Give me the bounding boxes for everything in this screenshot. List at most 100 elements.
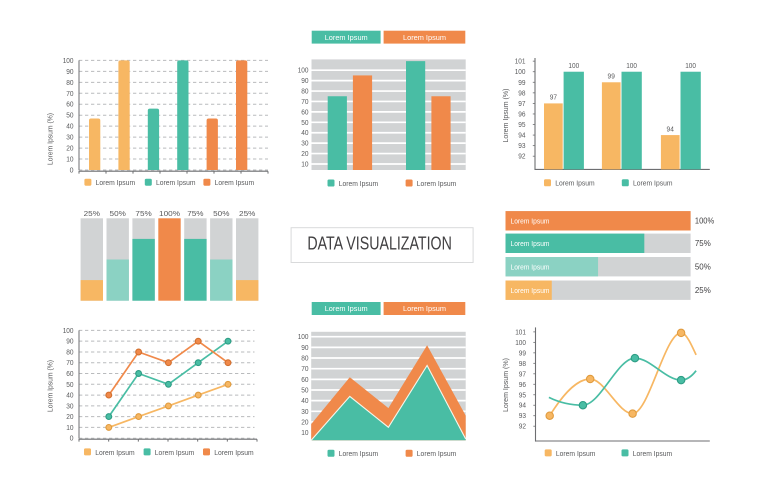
svg-text:Lorem Ipsum: Lorem Ipsum	[96, 178, 136, 187]
svg-text:50%: 50%	[695, 263, 711, 272]
svg-text:93: 93	[519, 413, 526, 420]
svg-text:96: 96	[519, 382, 526, 389]
svg-text:94: 94	[518, 133, 525, 140]
svg-text:50%: 50%	[110, 209, 127, 218]
svg-text:60: 60	[301, 109, 308, 116]
svg-text:75%: 75%	[187, 209, 204, 218]
svg-text:100: 100	[515, 69, 526, 76]
svg-text:94: 94	[519, 403, 526, 410]
svg-text:60: 60	[66, 102, 73, 109]
svg-text:10: 10	[66, 157, 73, 164]
svg-text:100: 100	[63, 58, 74, 65]
svg-text:80: 80	[66, 80, 73, 87]
svg-text:100: 100	[685, 63, 696, 70]
svg-text:95: 95	[519, 392, 526, 399]
svg-text:40: 40	[66, 124, 73, 131]
svg-text:Lorem Ipsum: Lorem Ipsum	[339, 449, 379, 458]
svg-text:Lorem Ipsum: Lorem Ipsum	[555, 179, 595, 188]
svg-text:90: 90	[301, 345, 308, 352]
svg-text:30: 30	[301, 141, 308, 148]
svg-text:Lorem Ipsum: Lorem Ipsum	[511, 262, 550, 271]
svg-text:100%: 100%	[159, 209, 180, 218]
svg-text:25%: 25%	[84, 209, 101, 218]
svg-text:Lorem Ipsum: Lorem Ipsum	[325, 304, 368, 313]
svg-text:Lorem Ipsum: Lorem Ipsum	[95, 448, 135, 457]
svg-text:97: 97	[519, 371, 526, 378]
svg-text:Lorem Ipsum: Lorem Ipsum	[511, 239, 550, 248]
svg-text:97: 97	[518, 101, 525, 108]
svg-text:30: 30	[66, 135, 73, 142]
svg-text:99: 99	[519, 350, 526, 357]
svg-text:50: 50	[66, 382, 73, 389]
svg-text:100: 100	[626, 63, 637, 70]
svg-text:50: 50	[301, 388, 308, 395]
svg-text:20: 20	[66, 146, 73, 153]
svg-text:DATA VISUALIZATION: DATA VISUALIZATION	[307, 232, 452, 253]
svg-text:70: 70	[66, 360, 73, 367]
svg-text:60: 60	[301, 377, 308, 384]
svg-text:75%: 75%	[135, 209, 152, 218]
svg-text:70: 70	[66, 91, 73, 98]
svg-text:90: 90	[66, 69, 73, 76]
svg-text:80: 80	[301, 356, 308, 363]
svg-text:60: 60	[66, 371, 73, 378]
svg-text:Lorem Ipsum (%): Lorem Ipsum (%)	[46, 113, 55, 165]
svg-text:Lorem Ipsum: Lorem Ipsum	[633, 179, 673, 188]
svg-text:97: 97	[550, 95, 557, 102]
svg-text:0: 0	[70, 436, 74, 443]
svg-text:80: 80	[66, 350, 73, 357]
svg-text:40: 40	[66, 393, 73, 400]
svg-text:Lorem Ipsum: Lorem Ipsum	[633, 449, 673, 458]
svg-text:Lorem Ipsum: Lorem Ipsum	[156, 178, 196, 187]
svg-text:20: 20	[66, 414, 73, 421]
svg-text:Lorem Ipsum (%): Lorem Ipsum (%)	[46, 360, 55, 412]
svg-text:99: 99	[608, 74, 615, 81]
svg-text:92: 92	[518, 154, 525, 161]
svg-text:101: 101	[515, 59, 526, 66]
svg-text:Lorem Ipsum: Lorem Ipsum	[417, 449, 457, 458]
svg-text:25%: 25%	[239, 209, 256, 218]
svg-text:40: 40	[301, 130, 308, 137]
svg-text:Lorem Ipsum: Lorem Ipsum	[214, 448, 254, 457]
svg-text:40: 40	[301, 398, 308, 405]
svg-text:Lorem Ipsum: Lorem Ipsum	[403, 33, 446, 42]
svg-text:101: 101	[515, 329, 526, 336]
svg-text:Lorem Ipsum: Lorem Ipsum	[556, 449, 596, 458]
svg-text:100: 100	[63, 328, 74, 335]
svg-text:50: 50	[66, 113, 73, 120]
svg-text:93: 93	[518, 143, 525, 150]
svg-text:0: 0	[70, 168, 74, 175]
svg-text:Lorem Ipsum: Lorem Ipsum	[155, 448, 195, 457]
svg-text:25%: 25%	[695, 286, 711, 295]
svg-text:100: 100	[298, 334, 309, 341]
svg-text:Lorem Ipsum (%): Lorem Ipsum (%)	[501, 89, 510, 143]
svg-text:92: 92	[519, 424, 526, 431]
svg-text:100: 100	[568, 63, 579, 70]
svg-text:99: 99	[518, 80, 525, 87]
svg-text:Lorem Ipsum: Lorem Ipsum	[339, 179, 379, 188]
svg-text:96: 96	[518, 112, 525, 119]
svg-text:95: 95	[518, 122, 525, 129]
svg-text:Lorem Ipsum: Lorem Ipsum	[511, 217, 550, 226]
svg-text:70: 70	[301, 99, 308, 106]
svg-text:94: 94	[667, 126, 674, 133]
svg-text:70: 70	[301, 366, 308, 373]
svg-text:75%: 75%	[695, 239, 711, 248]
svg-text:30: 30	[66, 403, 73, 410]
svg-text:Lorem Ipsum: Lorem Ipsum	[403, 304, 446, 313]
svg-text:30: 30	[301, 409, 308, 416]
svg-text:100%: 100%	[695, 217, 714, 226]
svg-text:Lorem Ipsum: Lorem Ipsum	[325, 33, 368, 42]
svg-text:Lorem Ipsum: Lorem Ipsum	[417, 179, 457, 188]
svg-text:90: 90	[301, 78, 308, 85]
svg-text:80: 80	[301, 89, 308, 96]
svg-text:10: 10	[66, 425, 73, 432]
svg-text:20: 20	[301, 420, 308, 427]
svg-text:Lorem Ipsum (%): Lorem Ipsum (%)	[501, 358, 510, 412]
svg-text:50%: 50%	[213, 209, 230, 218]
svg-text:10: 10	[301, 162, 308, 169]
svg-text:90: 90	[66, 339, 73, 346]
svg-text:10: 10	[301, 430, 308, 437]
svg-text:Lorem Ipsum: Lorem Ipsum	[215, 178, 255, 187]
svg-text:50: 50	[301, 120, 308, 127]
